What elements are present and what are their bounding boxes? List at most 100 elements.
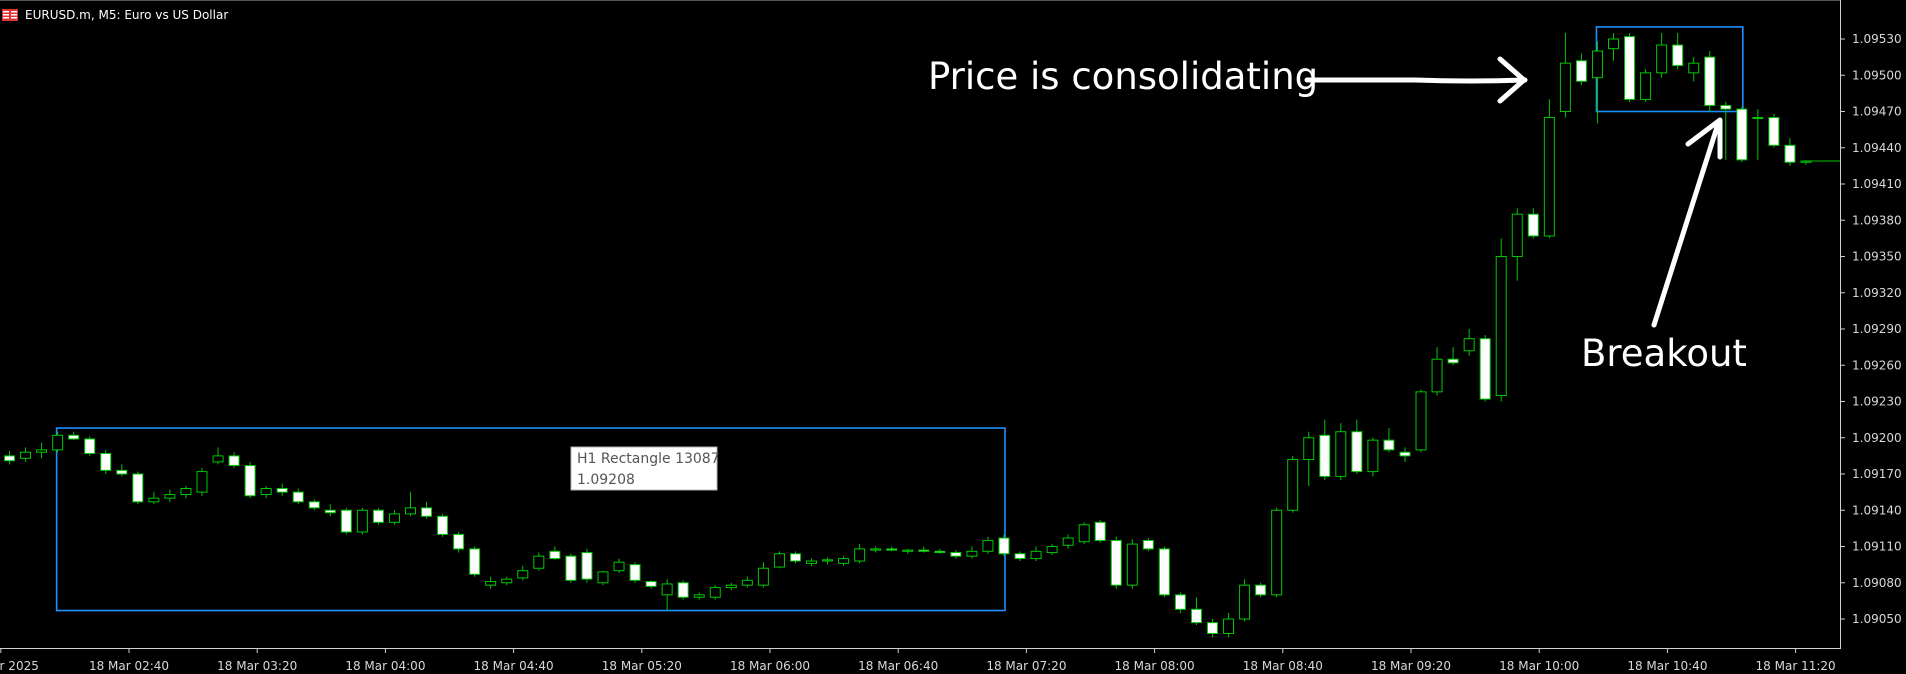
candle[interactable]: [934, 548, 946, 554]
candle[interactable]: [164, 489, 176, 502]
candle[interactable]: [324, 504, 336, 517]
candle[interactable]: [886, 546, 898, 552]
candle[interactable]: [1367, 437, 1379, 477]
candle[interactable]: [806, 558, 817, 566]
time-tick-label[interactable]: 18 Mar 07:20: [986, 659, 1066, 673]
candle[interactable]: [1303, 431, 1315, 487]
candle[interactable]: [613, 558, 625, 574]
candle[interactable]: [677, 580, 689, 600]
candle[interactable]: [356, 507, 368, 535]
time-tick-label[interactable]: 18 Mar 08:00: [1115, 659, 1195, 673]
candle[interactable]: [1511, 208, 1523, 281]
candle[interactable]: [1158, 546, 1170, 598]
candle[interactable]: [1319, 419, 1331, 481]
candle[interactable]: [276, 483, 288, 496]
candle[interactable]: [1736, 106, 1748, 163]
candle[interactable]: [565, 553, 577, 583]
time-tick-label[interactable]: 18 Mar 04:40: [474, 659, 554, 673]
candle[interactable]: [1351, 419, 1363, 474]
candle[interactable]: [148, 492, 160, 505]
candle[interactable]: [196, 467, 208, 496]
candle[interactable]: [1608, 32, 1619, 61]
candle[interactable]: [533, 552, 545, 571]
candle[interactable]: [1062, 534, 1074, 549]
candle[interactable]: [1447, 347, 1459, 366]
candle[interactable]: [180, 486, 192, 499]
time-tick-label[interactable]: 18 Mar 02:40: [89, 659, 169, 673]
candle[interactable]: [1255, 582, 1267, 598]
candle[interactable]: [1559, 32, 1571, 118]
candle[interactable]: [1672, 32, 1684, 70]
candle[interactable]: [597, 570, 609, 586]
candle[interactable]: [1174, 592, 1186, 613]
candle[interactable]: [437, 513, 449, 537]
candle[interactable]: [822, 557, 834, 565]
candle[interactable]: [1190, 597, 1202, 626]
candle[interactable]: [741, 576, 753, 588]
time-tick-label[interactable]: 18 Mar 10:00: [1499, 659, 1579, 673]
candle[interactable]: [1046, 544, 1058, 555]
candle[interactable]: [1110, 536, 1122, 589]
candle[interactable]: [918, 546, 930, 553]
candle[interactable]: [100, 449, 112, 474]
candle[interactable]: [1094, 519, 1106, 543]
candle[interactable]: [212, 447, 224, 465]
candle[interactable]: [372, 507, 384, 525]
time-tick-label[interactable]: 18 Mar 06:00: [730, 659, 810, 673]
candle[interactable]: [260, 486, 272, 499]
candle[interactable]: [132, 471, 144, 505]
candle[interactable]: [1126, 539, 1138, 589]
candle[interactable]: [421, 501, 433, 519]
candle[interactable]: [1495, 238, 1507, 402]
candle[interactable]: [388, 510, 400, 525]
candle[interactable]: [1399, 447, 1411, 462]
candle[interactable]: [1479, 335, 1491, 402]
candle[interactable]: [1030, 546, 1042, 562]
candle[interactable]: [1688, 57, 1700, 82]
candle[interactable]: [308, 499, 320, 511]
candle[interactable]: [68, 431, 80, 441]
candle[interactable]: [1431, 347, 1443, 396]
candle[interactable]: [228, 452, 240, 468]
candle[interactable]: [469, 546, 481, 577]
candle[interactable]: [244, 461, 256, 499]
candle[interactable]: [1383, 428, 1395, 453]
candle[interactable]: [581, 548, 593, 583]
time-tick-label[interactable]: 18 Mar 10:40: [1627, 659, 1707, 673]
candle[interactable]: [1415, 389, 1427, 453]
candle[interactable]: [1543, 99, 1555, 239]
candle[interactable]: [693, 592, 705, 600]
candle[interactable]: [854, 544, 866, 564]
candle[interactable]: [1078, 522, 1090, 545]
candle[interactable]: [549, 546, 561, 560]
candle[interactable]: [1800, 159, 1812, 165]
candle[interactable]: [725, 582, 737, 590]
candle[interactable]: [1207, 619, 1218, 638]
candle[interactable]: [757, 562, 769, 588]
candle[interactable]: [789, 551, 801, 564]
candle[interactable]: [1656, 32, 1668, 78]
candle[interactable]: [1271, 507, 1283, 598]
candle[interactable]: [1287, 455, 1299, 513]
candle[interactable]: [998, 534, 1010, 557]
time-tick-label[interactable]: 18 Mar 11:20: [1756, 659, 1836, 673]
candle[interactable]: [1575, 53, 1587, 85]
candle[interactable]: [517, 565, 529, 581]
candle[interactable]: [1463, 329, 1475, 356]
candle[interactable]: [1720, 101, 1732, 160]
time-tick-label[interactable]: 18 Mar 03:20: [217, 659, 297, 673]
candle[interactable]: [1142, 538, 1154, 552]
candle[interactable]: [1752, 109, 1764, 160]
candle[interactable]: [1624, 32, 1636, 102]
candle[interactable]: [453, 532, 465, 553]
time-tick-label[interactable]: 18 Mar 08:40: [1243, 659, 1323, 673]
candle[interactable]: [982, 536, 994, 554]
candle[interactable]: [709, 585, 721, 600]
time-tick-label[interactable]: 18 Mar 04:00: [345, 659, 425, 673]
candle[interactable]: [340, 507, 352, 535]
candle[interactable]: [1014, 551, 1026, 561]
candle[interactable]: [645, 580, 657, 589]
candle[interactable]: [20, 447, 32, 462]
